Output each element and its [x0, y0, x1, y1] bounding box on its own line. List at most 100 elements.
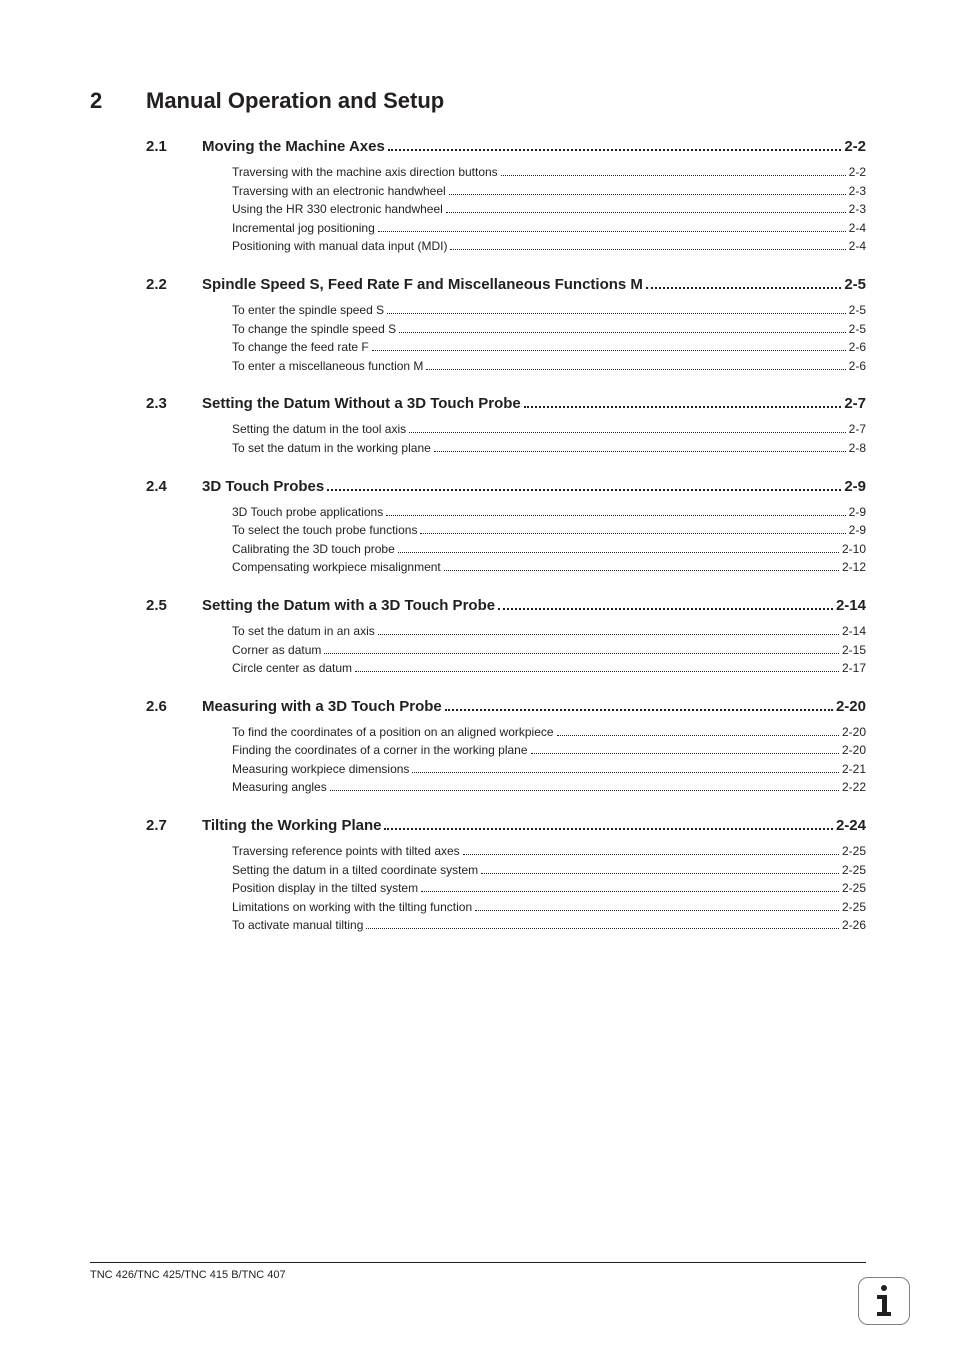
section-title-row: Tilting the Working Plane2-24 — [202, 817, 866, 834]
toc-subitem: Positioning with manual data input (MDI)… — [232, 237, 866, 256]
section-title: Moving the Machine Axes — [202, 138, 385, 155]
toc-subitem: To change the spindle speed S2-5 — [232, 320, 866, 339]
subitem-page: 2-5 — [849, 320, 866, 339]
toc-section: 2.5Setting the Datum with a 3D Touch Pro… — [90, 597, 866, 678]
section-title-row: Measuring with a 3D Touch Probe 2-20 — [202, 698, 866, 715]
subitem-page: 2-9 — [849, 503, 866, 522]
subitem-title: Setting the datum in a tilted coordinate… — [232, 861, 478, 880]
section-page: 2-5 — [844, 276, 866, 293]
chapter-name: Manual Operation and Setup — [146, 88, 444, 114]
subitem-title: Corner as datum — [232, 641, 321, 660]
leader-dots — [498, 608, 833, 610]
toc-subitem: Measuring workpiece dimensions2-21 — [232, 760, 866, 779]
info-icon — [858, 1277, 910, 1325]
leader-dots — [378, 634, 839, 635]
subitems: To find the coordinates of a position on… — [146, 723, 866, 797]
toc-subitem: Position display in the tilted system2-2… — [232, 879, 866, 898]
subitem-page: 2-2 — [849, 163, 866, 182]
subitems: Traversing with the machine axis directi… — [146, 163, 866, 256]
leader-dots — [384, 828, 833, 830]
leader-dots — [388, 149, 842, 151]
subitem-page: 2-5 — [849, 301, 866, 320]
subitem-title: Incremental jog positioning — [232, 219, 375, 238]
section-number: 2.1 — [146, 138, 202, 155]
section-title: Spindle Speed S, Feed Rate F and Miscell… — [202, 276, 643, 293]
section-title: Measuring with a 3D Touch Probe — [202, 698, 442, 715]
subitem-title: Setting the datum in the tool axis — [232, 420, 406, 439]
section-page: 2-7 — [844, 395, 866, 412]
subitem-page: 2-12 — [842, 558, 866, 577]
subitem-title: Measuring angles — [232, 778, 327, 797]
toc-subitem: To select the touch probe functions2-9 — [232, 521, 866, 540]
section-title: Setting the Datum with a 3D Touch Probe — [202, 597, 495, 614]
subitem-page: 2-8 — [849, 439, 866, 458]
section-page: 2-2 — [844, 138, 866, 155]
subitem-page: 2-25 — [842, 861, 866, 880]
leader-dots — [420, 533, 845, 534]
subitem-title: Calibrating the 3D touch probe — [232, 540, 395, 559]
leader-dots — [409, 432, 846, 433]
leader-dots — [531, 753, 839, 754]
leader-dots — [557, 735, 839, 736]
leader-dots — [445, 709, 833, 711]
leader-dots — [475, 910, 839, 911]
toc-subitem: Setting the datum in a tilted coordinate… — [232, 861, 866, 880]
subitem-page: 2-20 — [842, 723, 866, 742]
leader-dots — [524, 406, 842, 408]
subitem-title: Finding the coordinates of a corner in t… — [232, 741, 528, 760]
section-header: 2.5Setting the Datum with a 3D Touch Pro… — [146, 597, 866, 614]
section-page: 2-24 — [836, 817, 866, 834]
section-header: 2.7Tilting the Working Plane2-24 — [146, 817, 866, 834]
section-header: 2.2Spindle Speed S, Feed Rate F and Misc… — [146, 276, 866, 293]
subitem-title: To activate manual tilting — [232, 916, 363, 935]
toc-subitem: Traversing reference points with tilted … — [232, 842, 866, 861]
section-page: 2-9 — [844, 478, 866, 495]
subitem-page: 2-4 — [849, 237, 866, 256]
subitem-title: To change the feed rate F — [232, 338, 369, 357]
section-header: 2.3Setting the Datum Without a 3D Touch … — [146, 395, 866, 412]
subitem-page: 2-3 — [849, 182, 866, 201]
subitem-page: 2-21 — [842, 760, 866, 779]
leader-dots — [463, 854, 839, 855]
subitem-page: 2-26 — [842, 916, 866, 935]
section-header: 2.1Moving the Machine Axes 2-2 — [146, 138, 866, 155]
section-title-row: Setting the Datum Without a 3D Touch Pro… — [202, 395, 866, 412]
subitem-title: Traversing reference points with tilted … — [232, 842, 460, 861]
leader-dots — [355, 671, 839, 672]
footer-text: TNC 426/TNC 425/TNC 415 B/TNC 407 — [90, 1269, 286, 1281]
toc-subitem: To set the datum in the working plane2-8 — [232, 439, 866, 458]
leader-dots — [398, 552, 839, 553]
subitem-title: Traversing with the machine axis directi… — [232, 163, 498, 182]
chapter-title: 2 Manual Operation and Setup — [90, 88, 866, 114]
leader-dots — [446, 212, 846, 213]
subitem-page: 2-14 — [842, 622, 866, 641]
leader-dots — [481, 873, 839, 874]
section-title-row: Moving the Machine Axes 2-2 — [202, 138, 866, 155]
leader-dots — [366, 928, 839, 929]
toc-content: 2 Manual Operation and Setup 2.1Moving t… — [60, 88, 866, 935]
toc-subitem: To change the feed rate F2-6 — [232, 338, 866, 357]
subitems: Setting the datum in the tool axis2-7To … — [146, 420, 866, 457]
leader-dots — [412, 772, 839, 773]
subitem-page: 2-9 — [849, 521, 866, 540]
leader-dots — [501, 175, 846, 176]
page-footer: TNC 426/TNC 425/TNC 415 B/TNC 407 — [90, 1262, 866, 1281]
section-page: 2-14 — [836, 597, 866, 614]
subitem-page: 2-22 — [842, 778, 866, 797]
leader-dots — [646, 287, 841, 289]
section-page: 2-20 — [836, 698, 866, 715]
section-number: 2.7 — [146, 817, 202, 834]
section-number: 2.6 — [146, 698, 202, 715]
section-title-row: Spindle Speed S, Feed Rate F and Miscell… — [202, 276, 866, 293]
section-title-row: 3D Touch Probes2-9 — [202, 478, 866, 495]
section-title: Setting the Datum Without a 3D Touch Pro… — [202, 395, 521, 412]
toc-subitem: Compensating workpiece misalignment2-12 — [232, 558, 866, 577]
toc-subitem: Measuring angles 2-22 — [232, 778, 866, 797]
subitem-title: Circle center as datum — [232, 659, 352, 678]
section-title-row: Setting the Datum with a 3D Touch Probe 2… — [202, 597, 866, 614]
subitems: Traversing reference points with tilted … — [146, 842, 866, 935]
toc-subitem: Limitations on working with the tilting … — [232, 898, 866, 917]
toc-subitem: Finding the coordinates of a corner in t… — [232, 741, 866, 760]
leader-dots — [426, 369, 845, 370]
subitem-page: 2-6 — [849, 357, 866, 376]
